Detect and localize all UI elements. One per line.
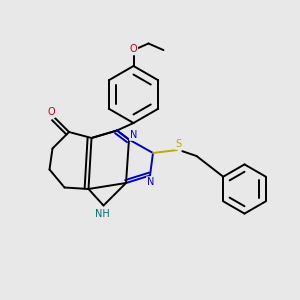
Text: O: O	[130, 44, 137, 55]
Text: N: N	[147, 177, 154, 187]
Text: S: S	[176, 139, 182, 149]
Text: N: N	[130, 130, 137, 140]
Text: O: O	[47, 107, 55, 117]
Text: NH: NH	[94, 209, 110, 219]
